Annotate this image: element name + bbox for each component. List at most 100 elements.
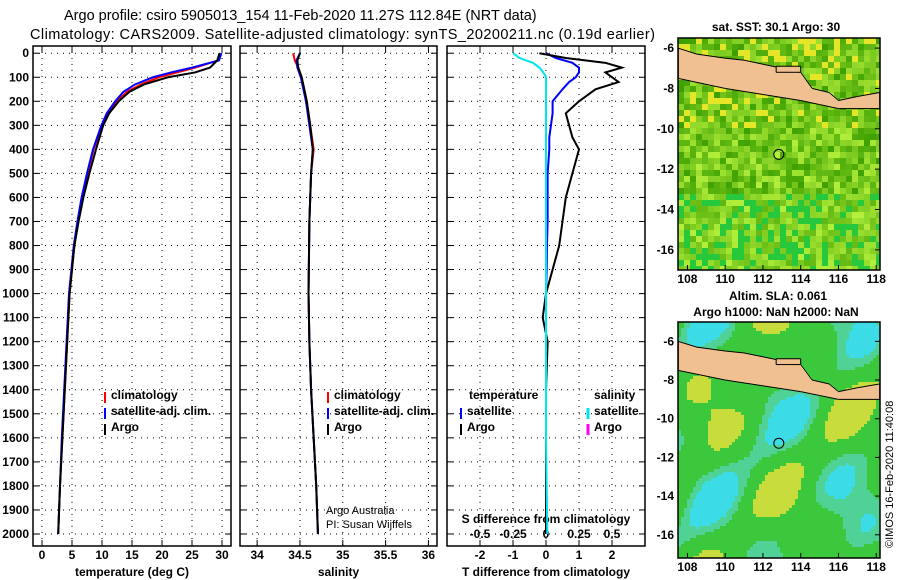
sla-map-panel: 108 110 112 114 116 118 -6 -8 -10 -12 -14 -16 [657, 321, 887, 574]
x-tick-label: 30 [215, 548, 229, 562]
x-tick-label: 15 [125, 548, 139, 562]
x2-tick-label: -0.25 [499, 527, 527, 541]
y-tick-label: 500 [9, 166, 29, 180]
y-tick-label: 1600 [2, 431, 29, 445]
lon-tick-label: 116 [829, 272, 849, 286]
legend-title-temperature: temperature [469, 388, 539, 402]
x-tick-label: -1 [508, 548, 519, 562]
x-tick-label: 20 [155, 548, 169, 562]
legend-label: satellite-adj. clim. [111, 404, 211, 418]
lon-tick-label: 110 [716, 272, 736, 286]
timestamp-text: ©IMOS 16-Feb-2020 11:40:08 [884, 401, 896, 548]
x-tick-label: 1 [576, 548, 583, 562]
plot-frame [239, 45, 438, 547]
lon-tick-label: 116 [829, 560, 849, 574]
y-tick-label: 1400 [2, 383, 29, 397]
x-tick-label: 34 [250, 548, 264, 562]
series-line-s-satellite [512, 52, 549, 534]
map-frame [677, 321, 881, 559]
legend-label: Argo [334, 420, 362, 434]
x-axis-label: temperature (deg C) [75, 565, 189, 579]
series-line-t-satellite [545, 52, 580, 534]
series-line-t-argo [539, 52, 626, 534]
y-tick-label: 0 [22, 46, 29, 60]
lon-tick-label: 108 [677, 272, 697, 286]
sla-map-image [678, 322, 880, 558]
lon-tick-label: 110 [716, 560, 736, 574]
map-frame [677, 37, 881, 271]
x2-tick-label: 0 [543, 527, 550, 541]
series-line-argo [57, 52, 221, 535]
x-tick-label: 0 [39, 548, 46, 562]
x-axis-label: T difference from climatology [462, 565, 630, 579]
legend-title-salinity: salinity [594, 388, 636, 402]
y-tick-label: 600 [9, 190, 29, 204]
sla-map-subtitle: Argo h1000: NaN h2000: NaN [693, 305, 858, 319]
x-tick-label: 34.5 [288, 548, 312, 562]
y-tick-label: 1000 [2, 287, 29, 301]
pi-text: PI: Susan Wijffels [326, 519, 412, 531]
legend-label: Argo [111, 420, 139, 434]
legend-label: climatology [334, 388, 401, 402]
legend-label: Argo [594, 420, 622, 434]
legend-label: satellite-adj. clim. [334, 404, 434, 418]
x-tick-label: 35.5 [374, 548, 398, 562]
y-tick-label: 100 [9, 70, 29, 84]
float-position-marker [773, 437, 785, 449]
x2-tick-label: 0.5 [604, 527, 621, 541]
y-tick-label: 200 [9, 94, 29, 108]
sst-map-panel: 108 110 112 114 116 118 -6 -8 -10 -12 -14 -16 [657, 37, 887, 286]
lat-tick-label: -16 [657, 528, 675, 542]
lon-tick-label: 118 [867, 272, 887, 286]
lat-tick-label: -12 [657, 450, 675, 464]
difference-panel: -2 -1 0 1 2 T difference from climatology -0.5… [446, 45, 646, 579]
y-tick-label: 1800 [2, 479, 29, 493]
lon-tick-label: 112 [753, 272, 773, 286]
plot-frame [32, 45, 232, 547]
y-tick-label: 1700 [2, 455, 29, 469]
x2-tick-label: 0.25 [567, 527, 591, 541]
y-tick-label: 1200 [2, 335, 29, 349]
y-tick-label: 300 [9, 118, 29, 132]
lat-tick-label: -8 [663, 373, 674, 387]
y-tick-label: 1900 [2, 503, 29, 517]
title-line-1: Argo profile: csiro 5905013_154 11-Feb-2… [64, 8, 537, 24]
title-line-2: Climatology: CARS2009. Satellite-adjuste… [30, 27, 655, 43]
legend-label: satellite [467, 404, 512, 418]
y-tick-label: 400 [9, 142, 29, 156]
x-tick-label: 36 [422, 548, 436, 562]
y-tick-label: 800 [9, 239, 29, 253]
lat-tick-label: -10 [657, 412, 675, 426]
float-position-marker [773, 148, 785, 160]
x-axis-label: salinity [318, 565, 360, 579]
lat-tick-label: -14 [657, 202, 675, 216]
lat-tick-label: -12 [657, 162, 675, 176]
x-tick-label: 10 [95, 548, 109, 562]
lon-tick-label: 118 [867, 560, 887, 574]
x-tick-label: -2 [475, 548, 486, 562]
x-tick-label: 5 [69, 548, 76, 562]
salinity-panel: 34 34.5 35 35.5 36 salinity climatology satelli… [239, 45, 438, 579]
legend-label: satellite [594, 404, 639, 418]
lat-tick-label: -10 [657, 122, 675, 136]
series-line-satellite-adj-clim- [57, 52, 223, 535]
x-tick-label: 2 [609, 548, 616, 562]
series-line-argo [296, 52, 319, 535]
legend-label: climatology [111, 388, 178, 402]
y-tick-label: 2000 [2, 527, 29, 541]
lat-tick-label: -16 [657, 243, 675, 257]
credit-text: Argo Australia [326, 505, 395, 517]
y-tick-label: 700 [9, 214, 29, 228]
sla-map-title: Altim. SLA: 0.061 [729, 289, 827, 303]
y-tick-label: 1500 [2, 407, 29, 421]
legend-label: Argo [467, 420, 495, 434]
y-tick-label: 1100 [3, 311, 29, 325]
lat-tick-label: -8 [663, 81, 674, 95]
lon-tick-label: 112 [753, 560, 773, 574]
sst-map-title: sat. SST: 30.1 Argo: 30 [712, 20, 841, 34]
x-tick-label: 25 [185, 548, 199, 562]
y-tick-label: 1300 [2, 359, 29, 373]
lon-tick-label: 114 [791, 560, 811, 574]
lat-tick-label: -14 [657, 489, 675, 503]
